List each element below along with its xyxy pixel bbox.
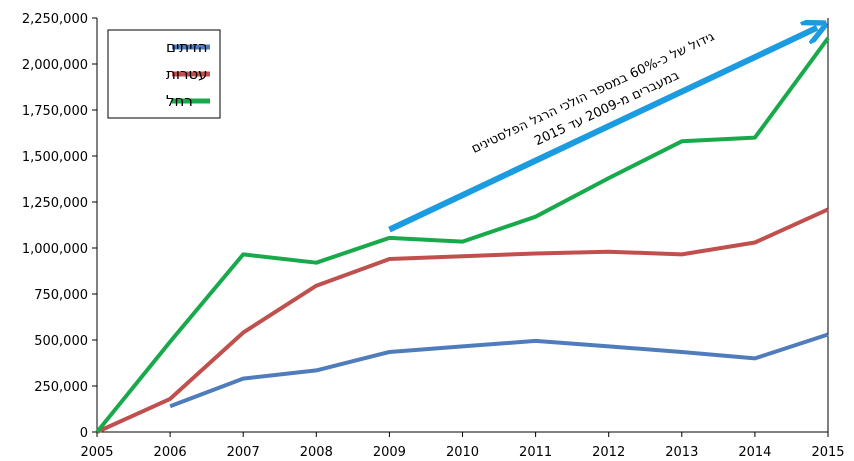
x-tick-label: 2008 xyxy=(300,445,333,460)
series-line-0 xyxy=(169,332,829,409)
x-tick-label: 2006 xyxy=(154,445,187,460)
legend-item-2: רחל xyxy=(166,92,210,110)
x-tick-label: 2010 xyxy=(446,445,479,460)
legend-label-1: עטרות xyxy=(166,65,208,83)
y-tick-label: 1,000,000 xyxy=(22,242,88,257)
x-tick-label: 2007 xyxy=(227,445,260,460)
x-tick-label: 2011 xyxy=(519,445,552,460)
y-tick-label: 1,750,000 xyxy=(22,104,88,119)
y-tick-label: 2,250,000 xyxy=(22,12,88,27)
x-tick-label: 2012 xyxy=(592,445,625,460)
legend-item-1: עטרות xyxy=(166,65,210,83)
growth-arrow xyxy=(388,28,817,233)
legend-label-0: הזיתים xyxy=(166,38,208,56)
x-axis-ticks: 2005 2006 2007 2008 2009 2010 2011 2012 2013 2014… xyxy=(80,432,845,460)
series-line-1 xyxy=(96,207,829,434)
y-axis-ticks: 0 250,000 500,000 750,000 1,000,000 1,250,000… xyxy=(22,12,97,441)
legend-label-2: רחל xyxy=(166,92,193,110)
growth-annotation-text: גידול של כ-60% במספר הולכי הרגל הפלסטיני… xyxy=(469,29,717,156)
y-tick-label: 0 xyxy=(80,426,88,441)
y-tick-label: 500,000 xyxy=(34,334,88,349)
y-tick-label: 1,500,000 xyxy=(22,150,88,165)
x-tick-label: 2005 xyxy=(80,445,113,460)
series-line-2 xyxy=(95,37,830,434)
legend-item-0: הזיתים xyxy=(166,38,210,56)
y-tick-label: 250,000 xyxy=(34,380,88,395)
legend: הזיתים עטרות רחל xyxy=(107,29,221,119)
x-tick-label: 2014 xyxy=(738,445,771,460)
x-tick-label: 2015 xyxy=(811,445,844,460)
x-tick-label: 2009 xyxy=(373,445,406,460)
x-tick-label: 2013 xyxy=(665,445,698,460)
y-tick-label: 1,250,000 xyxy=(22,196,88,211)
series-lines xyxy=(95,37,830,434)
growth-annotation: גידול של כ-60% במספר הולכי הרגל הפלסטיני… xyxy=(388,28,817,233)
y-tick-label: 2,000,000 xyxy=(22,58,88,73)
y-tick-label: 750,000 xyxy=(34,288,88,303)
